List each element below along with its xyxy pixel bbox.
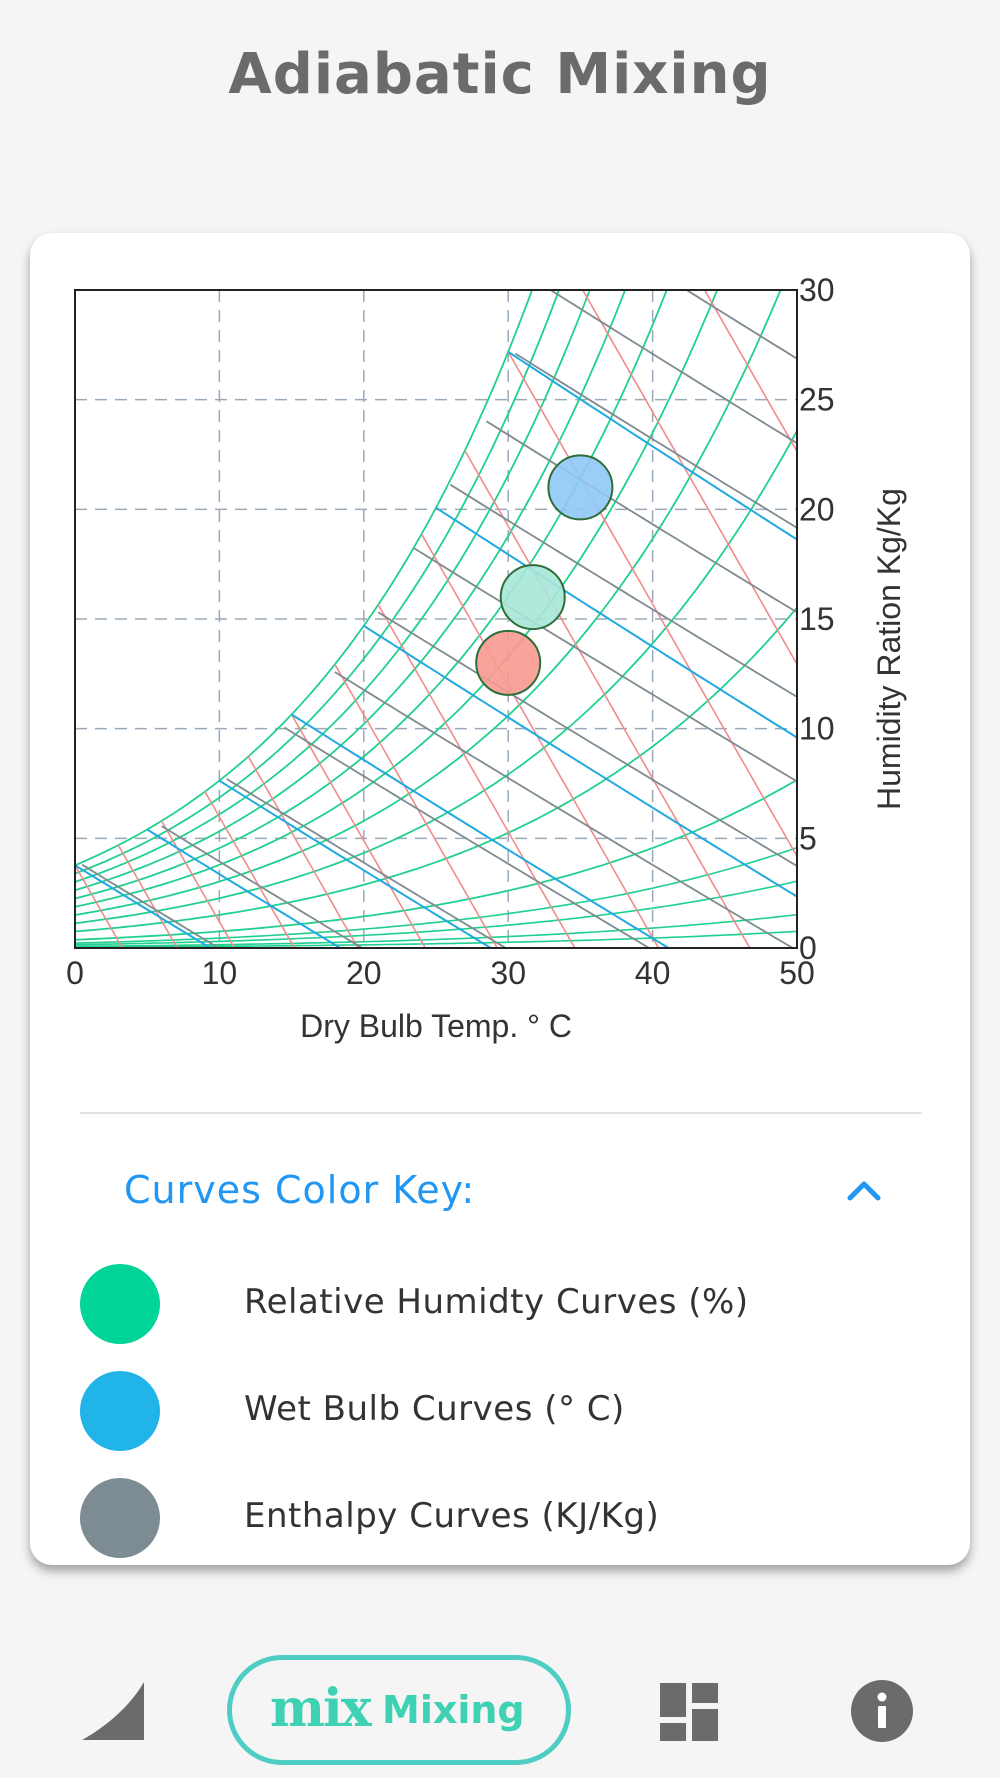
dashboard-icon[interactable] <box>660 1683 718 1741</box>
y-tick-label: 10 <box>799 711 835 747</box>
legend-label: Wet Bulb Curves (° C) <box>244 1389 625 1429</box>
enthalpy-line <box>514 352 797 529</box>
mixing-line <box>420 533 660 948</box>
chart-card: 0 10 20 30 40 50 0 5 10 15 20 25 30 Dry Bulb Temp. ° … <box>30 233 970 1565</box>
enthalpy-line <box>226 778 508 948</box>
grid-lines <box>75 290 797 948</box>
x-tick-label: 40 <box>635 955 671 991</box>
mixing-line <box>117 844 179 948</box>
state-points <box>475 454 614 696</box>
legend-item-wet-bulb: Wet Bulb Curves (° C) <box>80 1371 900 1451</box>
mixing-line <box>247 756 359 948</box>
legend-item-enthalpy: Enthalpy Curves (KJ/Kg) <box>80 1478 900 1558</box>
mixing-line <box>290 714 427 948</box>
x-axis-label: Dry Bulb Temp. ° C <box>300 1008 572 1044</box>
mixing-line <box>507 351 797 858</box>
mixing-line <box>464 450 751 948</box>
info-icon[interactable] <box>851 1680 913 1742</box>
bottom-nav: mix Mixing <box>0 1640 1000 1778</box>
y-tick-label: 0 <box>799 930 817 966</box>
enthalpy-line <box>486 420 797 614</box>
enthalpy-swatch <box>80 1478 160 1558</box>
y-tick-label: 25 <box>799 382 835 418</box>
mixing-line <box>703 290 797 454</box>
curve-group <box>75 233 797 948</box>
relative-humidity-curve <box>75 290 782 916</box>
enthalpy-line <box>377 611 797 867</box>
relative-humidity-curve <box>75 880 797 946</box>
relative-humidity-swatch <box>80 1264 160 1344</box>
mix-logo-icon: mix <box>270 1678 372 1739</box>
enthalpy-line <box>413 547 797 783</box>
relative-humidity-curve <box>75 290 534 867</box>
legend-label: Relative Humidty Curves (%) <box>244 1282 749 1322</box>
mixing-tab-button[interactable]: mix Mixing <box>227 1655 571 1765</box>
relative-humidity-curve <box>75 290 561 875</box>
color-key-header[interactable]: Curves Color Key: <box>124 1168 924 1228</box>
wet-bulb-line <box>291 713 671 948</box>
color-key-title: Curves Color Key: <box>124 1168 476 1212</box>
wet-bulb-line <box>218 779 493 948</box>
mixing-line <box>334 663 499 948</box>
enthalpy-line <box>161 825 364 948</box>
mixing-line <box>204 791 296 948</box>
x-tick-label: 50 <box>779 955 815 991</box>
legend-label: Enthalpy Curves (KJ/Kg) <box>244 1496 660 1536</box>
relative-humidity-curve <box>75 290 591 883</box>
mixing-line <box>160 820 236 948</box>
enthalpy-line <box>548 290 797 444</box>
mixing-line <box>75 864 124 948</box>
mixing-line <box>377 604 576 948</box>
wet-bulb-swatch <box>80 1371 160 1451</box>
wet-bulb-line <box>435 506 797 739</box>
wet-bulb-line <box>75 864 213 948</box>
relative-humidity-curve <box>75 606 797 933</box>
enthalpy-line <box>283 726 651 948</box>
relative-humidity-curve <box>75 290 668 900</box>
psychro-chart-icon[interactable] <box>80 1680 146 1742</box>
x-tick-label: 0 <box>66 955 84 991</box>
divider <box>80 1112 922 1114</box>
relative-humidity-curve <box>75 290 719 908</box>
relative-humidity-curve <box>75 913 797 948</box>
mixing-line <box>581 290 797 666</box>
state-point <box>547 454 614 521</box>
y-tick-label: 5 <box>799 820 817 856</box>
enthalpy-line <box>449 484 797 698</box>
page-title: Adiabatic Mixing <box>228 42 772 107</box>
enthalpy-line <box>81 863 221 948</box>
relative-humidity-curve <box>75 930 797 948</box>
x-tick-label: 30 <box>490 955 526 991</box>
y-tick-label: 30 <box>799 272 835 308</box>
y-tick-label: 15 <box>799 601 835 637</box>
wet-bulb-line <box>146 828 343 948</box>
x-tick-label: 10 <box>202 955 238 991</box>
chevron-up-icon[interactable] <box>844 1172 884 1208</box>
relative-humidity-curve <box>75 430 797 925</box>
state-point <box>499 564 566 631</box>
enthalpy-line <box>334 671 795 948</box>
enthalpy-line <box>588 233 797 274</box>
enthalpy-line <box>684 290 797 360</box>
legend-item-relative-humidity: Relative Humidty Curves (%) <box>80 1264 900 1344</box>
y-axis-label: Humidity Ration Kg/Kg <box>871 488 907 810</box>
wet-bulb-line <box>363 624 797 898</box>
state-point <box>475 629 542 696</box>
plot-frame <box>74 289 798 949</box>
mixing-tab-label: Mixing <box>382 1688 525 1732</box>
x-tick-label: 20 <box>346 955 382 991</box>
y-tick-label: 20 <box>799 491 835 527</box>
wet-bulb-line <box>507 350 797 541</box>
relative-humidity-curve <box>75 290 627 892</box>
